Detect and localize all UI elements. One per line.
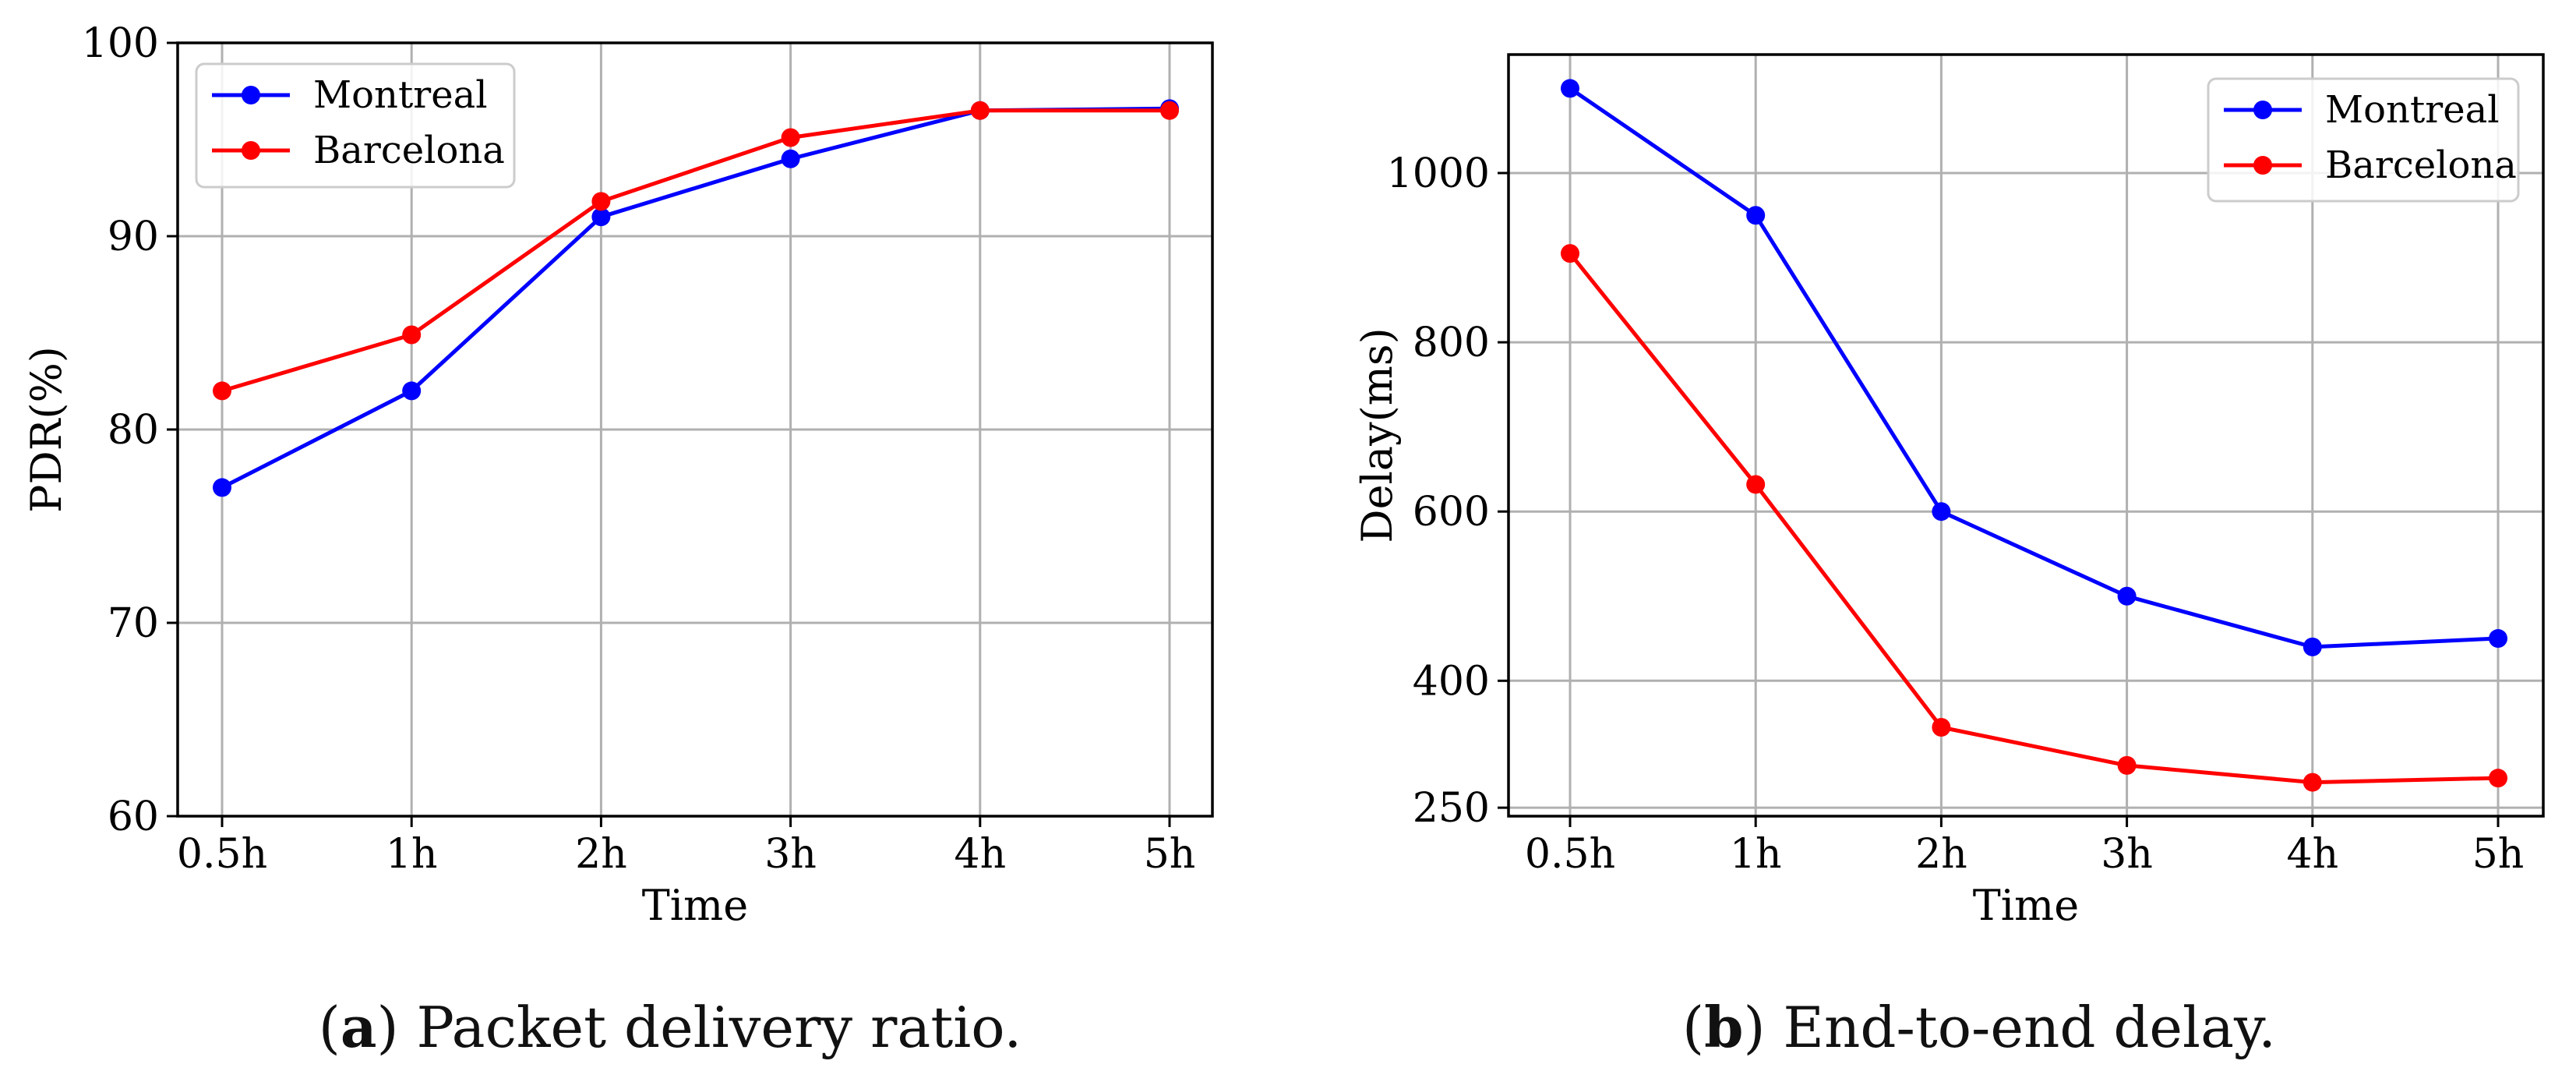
x-tick-label: 0.5h: [177, 831, 267, 878]
caption-packet-delivery-ratio: (a) Packet delivery ratio.: [318, 994, 1022, 1060]
x-tick-label: 0.5h: [1525, 831, 1615, 878]
data-point-montreal: [1561, 79, 1579, 98]
y-tick-label: 100: [82, 20, 159, 67]
y-tick-label: 400: [1413, 658, 1490, 705]
x-tick-label: 2h: [1915, 831, 1967, 878]
data-point-barcelona: [402, 325, 422, 345]
data-point-barcelona: [1160, 101, 1179, 120]
legend-marker-barcelona: [242, 141, 260, 160]
y-tick-label: 60: [108, 794, 159, 840]
y-tick-label: 800: [1413, 320, 1490, 366]
data-point-montreal: [591, 207, 611, 227]
legend-label-barcelona: Barcelona: [313, 129, 505, 172]
data-point-barcelona: [781, 128, 800, 147]
data-point-montreal: [402, 381, 422, 401]
y-tick-label: 600: [1413, 489, 1490, 536]
x-axis-label: Time: [1973, 881, 2079, 930]
caption-letter: b: [1704, 994, 1744, 1060]
series-line-barcelona: [1569, 252, 2499, 785]
legend-marker-montreal: [242, 86, 260, 104]
x-axis-label: Time: [642, 881, 748, 930]
y-tick-label: 90: [108, 214, 159, 260]
x-tick-label: 3h: [764, 831, 817, 878]
x-tick-label: 3h: [2101, 831, 2153, 878]
x-tick-label: 1h: [386, 831, 438, 878]
series-line-montreal: [1569, 87, 2499, 649]
x-tick-label: 5h: [2472, 831, 2525, 878]
y-axis-label: PDR(%): [22, 346, 71, 513]
data-point-montreal: [2303, 637, 2322, 656]
caption-letter: a: [340, 994, 377, 1060]
chart-panel-packet-delivery-ratio: 0.5h 1h 2h 3h 4h 5h 60 70 80 90 100 Time PDR(%) Montr…: [22, 20, 1214, 930]
y-tick-label: 1000: [1387, 150, 1490, 197]
data-point-barcelona: [1932, 718, 1951, 737]
data-point-barcelona: [213, 381, 231, 401]
legend-marker-barcelona: [2253, 156, 2272, 175]
y-tick-label: 80: [108, 407, 159, 454]
data-point-montreal: [781, 149, 800, 168]
x-tick-label: 4h: [955, 831, 1007, 878]
caption-text: Packet delivery ratio.: [416, 995, 1022, 1060]
legend: Montreal Barcelona: [2207, 77, 2520, 203]
x-tick-label: 2h: [575, 831, 627, 878]
series-line-barcelona: [221, 108, 1170, 393]
data-point-barcelona: [1746, 475, 1766, 494]
data-point-barcelona: [591, 192, 611, 211]
legend-label-montreal: Montreal: [2325, 88, 2500, 132]
data-point-montreal: [213, 478, 231, 497]
y-tick-label: 70: [108, 600, 159, 647]
data-point-barcelona: [2303, 773, 2322, 792]
data-point-barcelona: [2117, 755, 2137, 775]
data-point-barcelona: [970, 101, 990, 120]
data-point-montreal: [2117, 586, 2137, 606]
x-tick-label: 1h: [1730, 831, 1782, 878]
data-point-barcelona: [1561, 244, 1579, 263]
legend: Montreal Barcelona: [195, 62, 516, 189]
y-axis-label: Delay(ms): [1353, 327, 1402, 543]
axes-frame: [1507, 53, 2545, 818]
data-point-montreal: [2489, 629, 2507, 649]
legend-label-barcelona: Barcelona: [2325, 143, 2517, 187]
y-tick-label: 250: [1413, 785, 1490, 832]
data-point-montreal: [1932, 502, 1951, 522]
chart-panel-end-to-end-delay: 0.5h 1h 2h 3h 4h 5h 250 400 600 800 1000 Time Delay(…: [1353, 53, 2545, 930]
x-tick-label: 4h: [2287, 831, 2339, 878]
data-point-montreal: [1746, 206, 1766, 225]
caption-text: End-to-end delay.: [1783, 995, 2276, 1060]
caption-end-to-end-delay: (b) End-to-end delay.: [1682, 994, 2276, 1060]
legend-marker-montreal: [2253, 101, 2272, 119]
legend-label-montreal: Montreal: [313, 73, 488, 117]
data-point-barcelona: [2489, 769, 2507, 788]
x-tick-label: 5h: [1144, 831, 1196, 878]
